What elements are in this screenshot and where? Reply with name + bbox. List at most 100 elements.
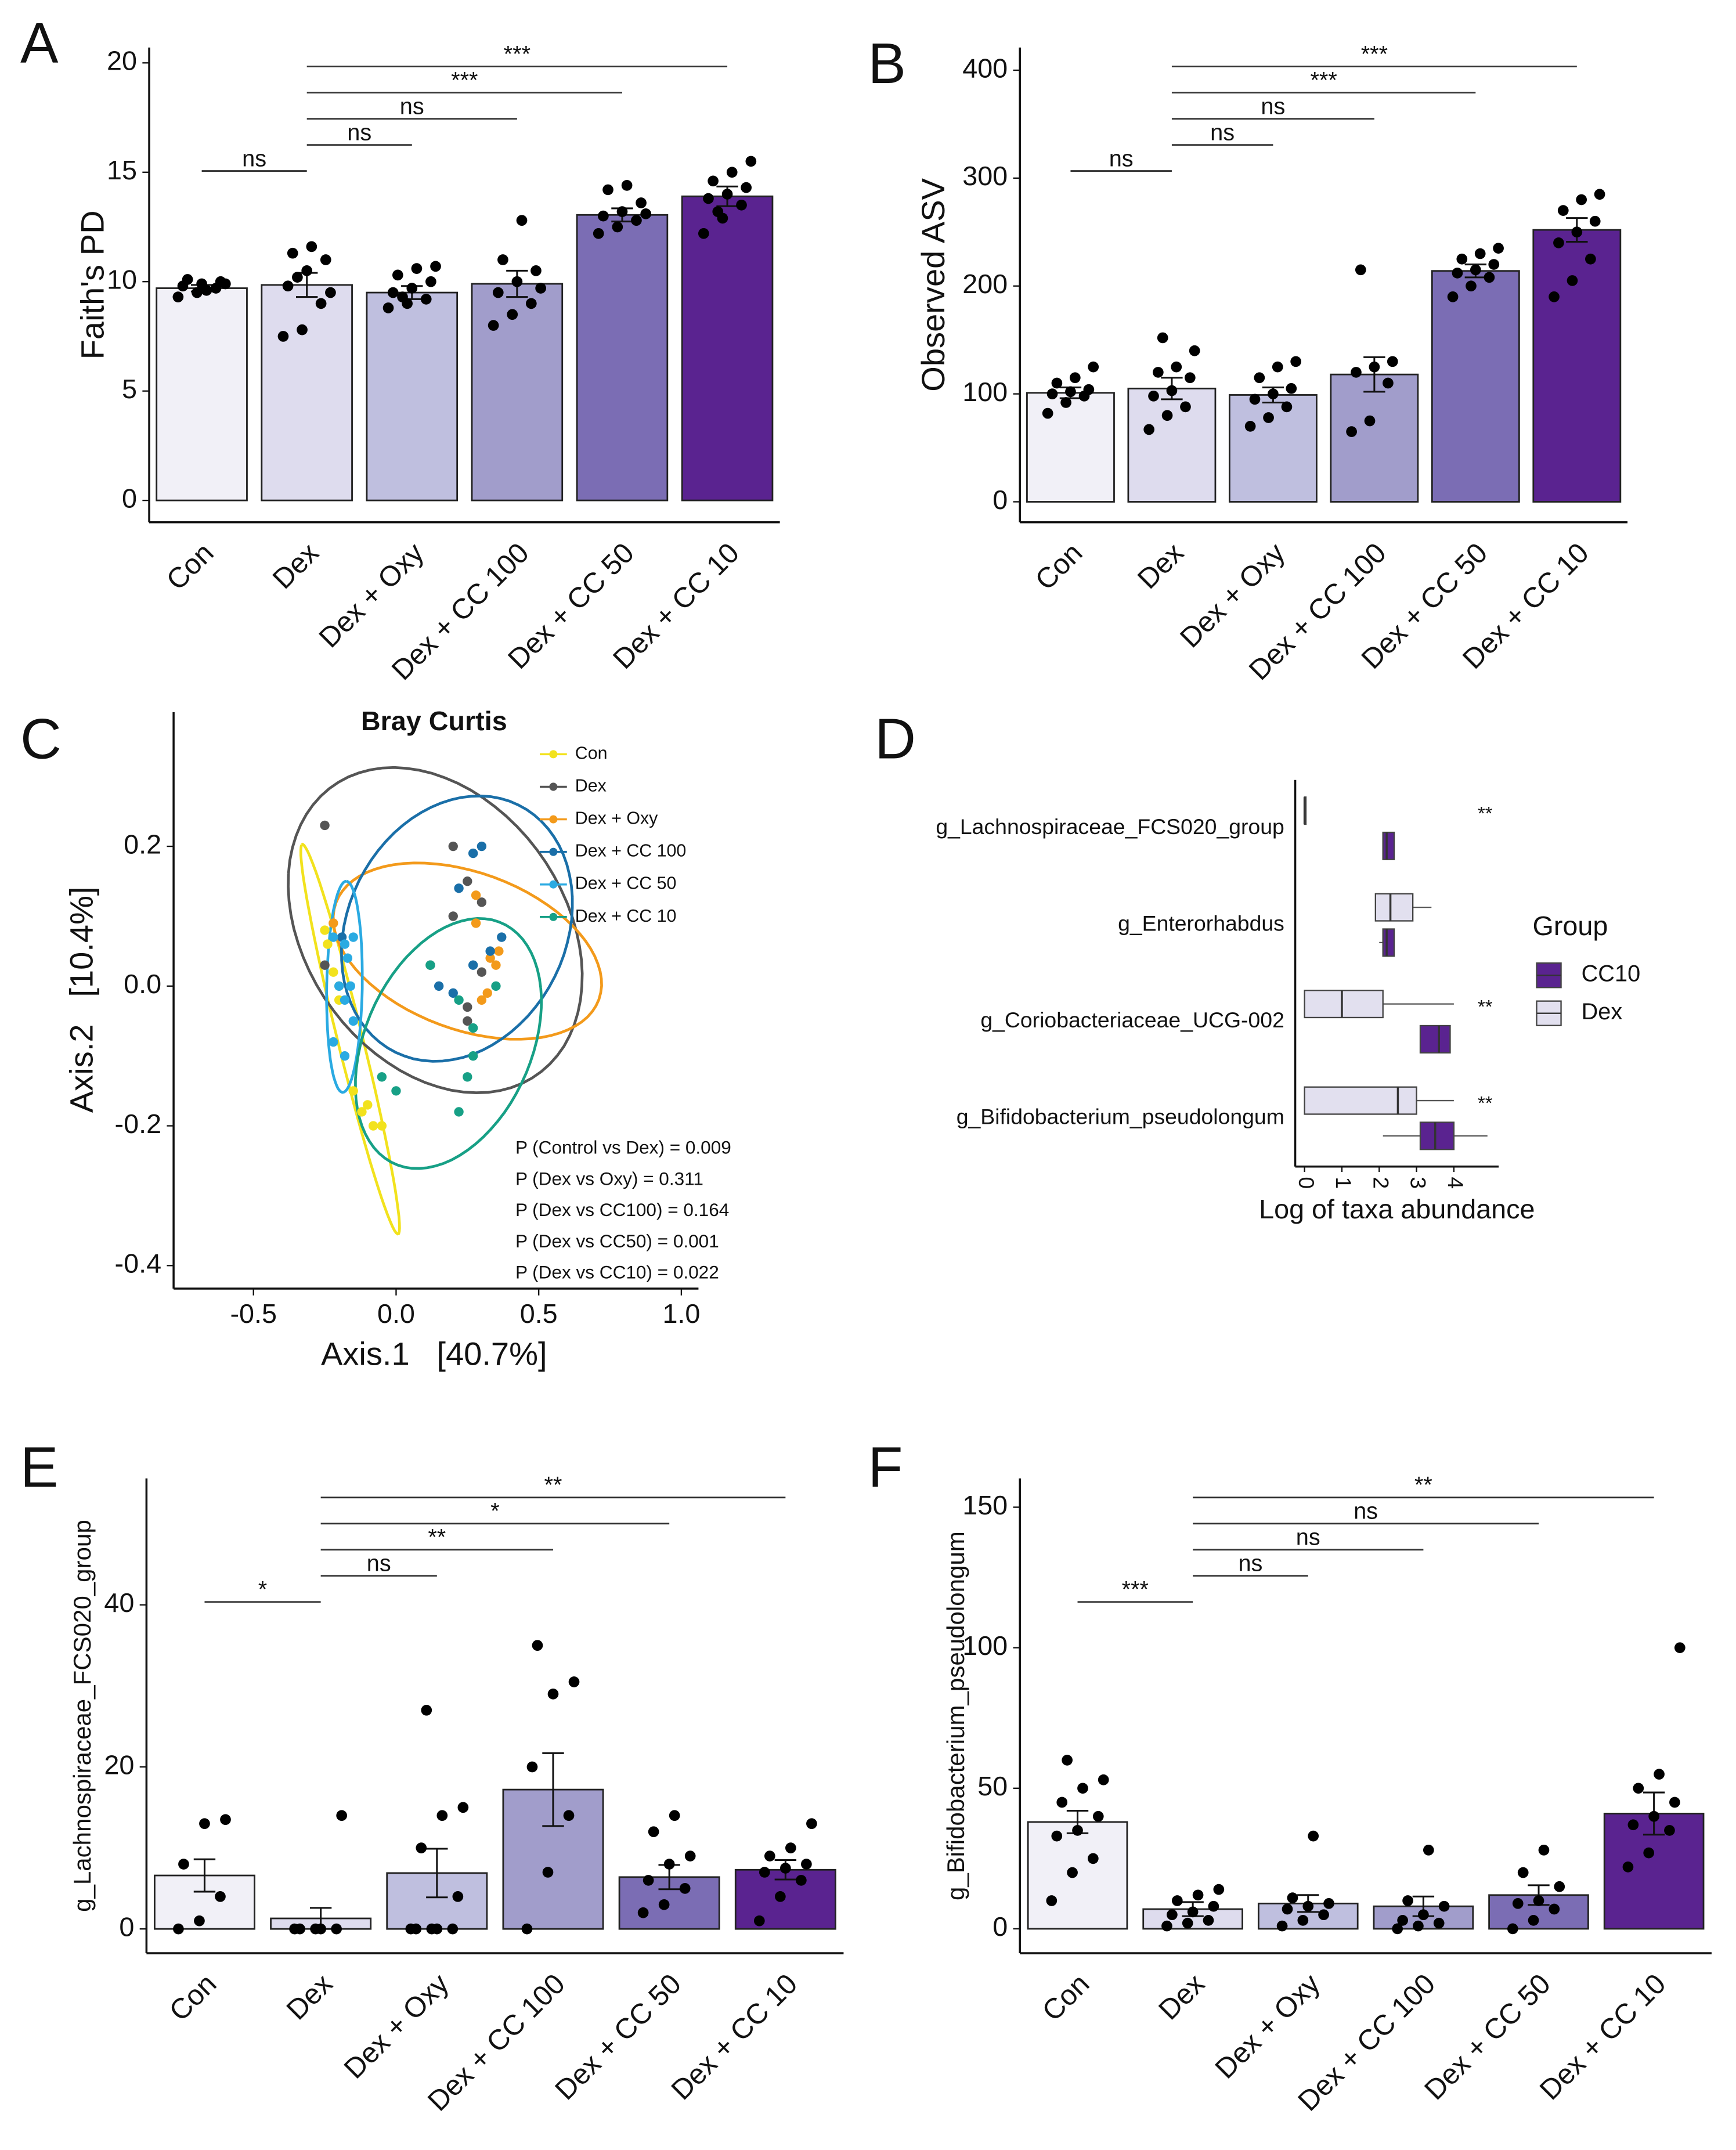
data-point xyxy=(1067,1867,1078,1878)
legend-key xyxy=(549,912,558,921)
data-point xyxy=(488,320,499,331)
data-point xyxy=(1549,1903,1560,1915)
data-point xyxy=(1051,1830,1063,1842)
data-point xyxy=(1302,1900,1314,1912)
data-point xyxy=(542,1867,554,1878)
y-tick-label: -0.4 xyxy=(115,1249,162,1279)
data-point xyxy=(468,960,478,970)
significance-label: ns xyxy=(1210,120,1235,145)
data-point xyxy=(357,1107,367,1117)
data-point xyxy=(323,939,333,949)
x-axis-label: Log of taxa abundance xyxy=(1259,1194,1535,1224)
x-tick-label: 0.5 xyxy=(520,1298,558,1329)
data-point xyxy=(436,1810,448,1821)
data-point xyxy=(1143,424,1155,435)
data-point xyxy=(1167,1909,1178,1921)
data-point xyxy=(425,276,436,287)
data-point xyxy=(1249,394,1261,405)
data-point xyxy=(621,180,633,191)
legend-key xyxy=(549,815,558,824)
data-point xyxy=(1397,1915,1408,1926)
data-point xyxy=(1648,1810,1659,1822)
data-point xyxy=(1060,397,1071,408)
significance-label: ** xyxy=(1478,1092,1493,1114)
data-point xyxy=(736,199,747,211)
data-point xyxy=(297,324,308,336)
x-tick-label: Con xyxy=(164,1968,223,2028)
x-tick-label: Dex + Oxy xyxy=(338,1968,455,2084)
data-point xyxy=(1062,1755,1073,1766)
data-point xyxy=(1098,1774,1109,1785)
data-point xyxy=(745,156,757,167)
data-point xyxy=(1585,253,1596,265)
data-point xyxy=(1447,291,1459,302)
data-point xyxy=(801,1859,812,1870)
data-point xyxy=(392,269,403,281)
data-point xyxy=(507,309,518,320)
x-tick-label: Con xyxy=(1030,537,1089,596)
data-point xyxy=(325,287,336,298)
data-point xyxy=(1182,1917,1193,1929)
data-point xyxy=(708,175,719,187)
legend-label: Con xyxy=(575,744,608,763)
data-point xyxy=(658,1899,670,1910)
data-point xyxy=(482,988,492,998)
x-tick-label: 4 xyxy=(1443,1177,1468,1189)
legend-key xyxy=(549,750,558,759)
data-point xyxy=(320,925,330,935)
significance-label: ** xyxy=(544,1473,562,1498)
data-point xyxy=(331,1923,342,1935)
data-point xyxy=(468,848,478,858)
y-axis-label: g_Bifidobacterium_pseudolongum xyxy=(942,1531,969,1900)
panel-label: A xyxy=(20,11,59,75)
x-tick-label: 0 xyxy=(1294,1177,1319,1189)
x-tick-label: Dex xyxy=(1132,537,1190,595)
y-tick-label: 0 xyxy=(992,485,1008,515)
data-point xyxy=(1488,259,1500,270)
box xyxy=(1419,1025,1451,1054)
data-point xyxy=(348,1086,358,1096)
data-point xyxy=(679,1883,691,1894)
data-point xyxy=(421,1704,432,1716)
data-point xyxy=(287,247,298,259)
data-point xyxy=(726,167,738,178)
data-point xyxy=(780,1863,791,1874)
x-tick-label: 0.0 xyxy=(377,1298,415,1329)
data-point xyxy=(1157,332,1168,344)
data-point xyxy=(447,1923,459,1935)
data-point xyxy=(640,208,652,219)
y-tick-label: 10 xyxy=(107,265,137,295)
data-point xyxy=(1092,1810,1104,1822)
y-tick-label: 0.0 xyxy=(124,969,161,999)
data-point xyxy=(1046,388,1058,399)
data-point xyxy=(525,298,537,309)
bar xyxy=(261,284,353,502)
data-point xyxy=(463,1002,472,1012)
confidence-ellipse xyxy=(331,861,603,1041)
data-point xyxy=(334,981,344,991)
data-point xyxy=(663,1859,675,1870)
legend-label: Dex xyxy=(1582,999,1623,1025)
y-tick-label: 200 xyxy=(962,269,1008,299)
y-tick-label: 400 xyxy=(962,53,1008,83)
data-point xyxy=(796,1875,807,1886)
data-point xyxy=(698,228,709,239)
data-point xyxy=(320,960,330,970)
data-point xyxy=(454,883,464,893)
data-point xyxy=(348,932,358,942)
annotation: P (Control vs Dex) = 0.009 xyxy=(515,1137,731,1158)
box xyxy=(1382,928,1395,957)
category-label: g_Coriobacteriaceae_UCG-002 xyxy=(980,1008,1284,1032)
data-point xyxy=(1364,415,1376,427)
bar xyxy=(681,195,774,502)
data-point xyxy=(1290,356,1302,367)
bar xyxy=(1431,270,1520,503)
data-point xyxy=(612,221,623,233)
data-point xyxy=(648,1826,659,1838)
confidence-ellipse xyxy=(354,917,543,1170)
bar xyxy=(1532,229,1622,503)
significance-label: ns xyxy=(242,146,266,171)
x-axis-label: Axis.1 [40.7%] xyxy=(321,1336,547,1372)
data-point xyxy=(382,302,394,313)
